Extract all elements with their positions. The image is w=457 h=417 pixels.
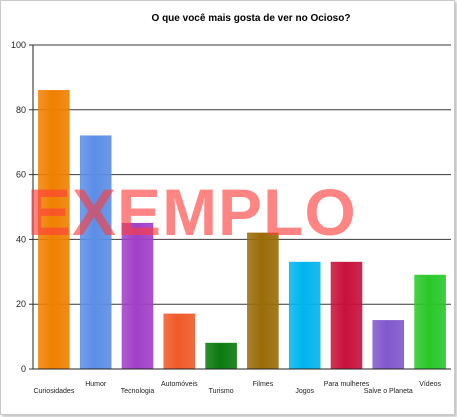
y-tick-label: 60 [16,170,26,180]
x-tick-label: Para mulheres [324,381,370,388]
bar-turismo [205,342,237,370]
y-axis-ticks: 0 20 40 60 80 100 [11,40,33,374]
y-tick-label: 20 [16,299,26,309]
x-tick-label: Curiosidades [33,388,74,395]
bar-salve-o-planeta [372,320,405,370]
chart-title: O que você mais gosta de ver no Ocioso? [152,13,351,24]
x-tick-label: Jogos [295,388,314,395]
bars [38,90,446,370]
x-tick-label: Tecnologia [121,388,155,395]
y-tick-label: 80 [16,105,26,115]
y-tick-label: 0 [21,364,26,374]
x-tick-label: Filmes [253,381,274,388]
bar-filmes [247,232,279,370]
bar-curiosidades [38,90,70,370]
bar-autom-veis [163,313,196,370]
x-tick-label: Vídeos [419,381,441,388]
bar-tecnologia [121,222,154,370]
x-tick-label: Salve o Planeta [364,388,413,395]
y-tick-label: 100 [11,40,26,50]
x-tick-label: Turismo [209,388,234,395]
bar-humor [79,135,112,370]
x-axis-labels: Curiosidades Humor Tecnologia Automóveis Tur… [33,381,441,395]
bar-v-deos [414,274,446,370]
x-tick-label: Humor [85,381,107,388]
x-tick-label: Automóveis [161,381,198,388]
watermark-text: EXEMPLO [27,175,357,249]
bar-jogos [288,261,321,370]
y-tick-label: 40 [16,234,26,244]
axes [32,45,451,370]
bar-para-mulheres [330,261,363,370]
